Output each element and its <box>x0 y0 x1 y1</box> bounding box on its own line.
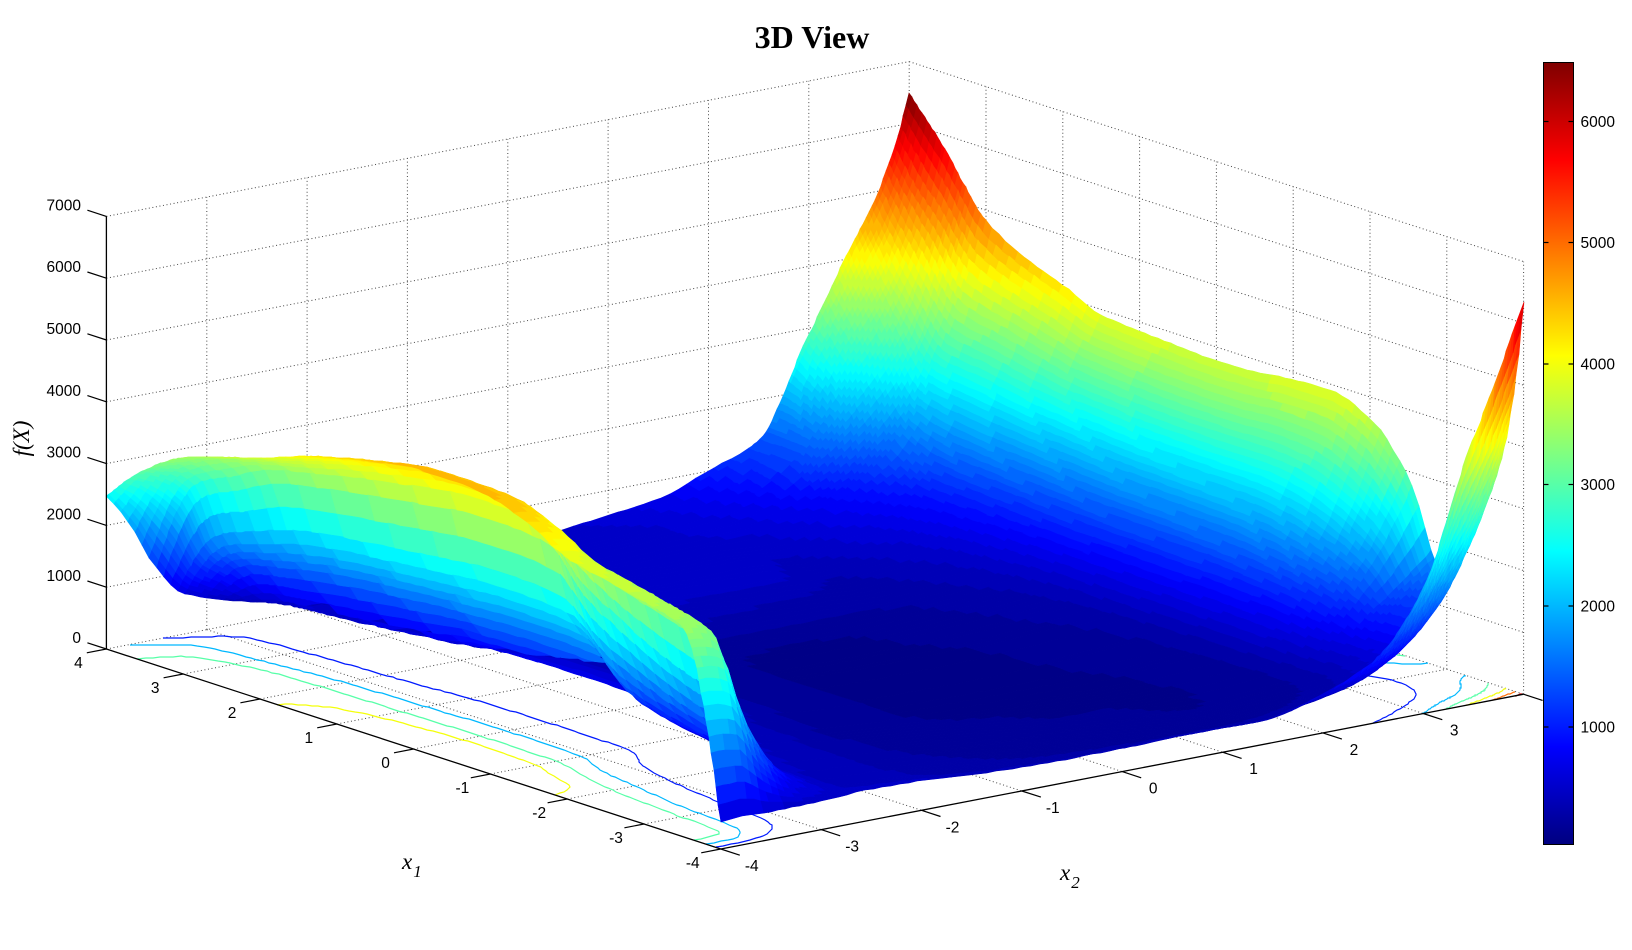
svg-text:-3: -3 <box>845 839 859 856</box>
svg-text:1000: 1000 <box>47 568 82 585</box>
svg-text:-3: -3 <box>609 830 623 847</box>
svg-text:x2: x2 <box>1059 860 1080 892</box>
svg-text:-1: -1 <box>456 780 470 797</box>
svg-text:-2: -2 <box>532 805 546 822</box>
svg-text:7000: 7000 <box>47 197 82 214</box>
svg-text:6000: 6000 <box>1581 114 1616 131</box>
svg-text:-4: -4 <box>686 855 700 872</box>
svg-text:3: 3 <box>1450 723 1459 740</box>
svg-text:3000: 3000 <box>1581 477 1616 494</box>
svg-text:0: 0 <box>72 630 81 647</box>
svg-text:2: 2 <box>228 705 237 722</box>
svg-text:x1: x1 <box>401 849 422 881</box>
svg-text:5000: 5000 <box>1581 235 1616 252</box>
svg-text:-2: -2 <box>946 819 960 836</box>
svg-text:1000: 1000 <box>1581 720 1616 737</box>
svg-text:3D View: 3D View <box>755 19 870 55</box>
svg-text:2: 2 <box>1350 742 1359 759</box>
svg-text:4000: 4000 <box>47 383 82 400</box>
svg-text:f(X): f(X) <box>9 421 34 457</box>
svg-text:1: 1 <box>304 730 313 747</box>
svg-text:3: 3 <box>151 680 160 697</box>
svg-text:-4: -4 <box>745 858 759 875</box>
svg-text:5000: 5000 <box>47 321 82 338</box>
svg-text:2000: 2000 <box>47 506 82 523</box>
svg-text:0: 0 <box>1149 781 1158 798</box>
svg-text:3000: 3000 <box>47 445 82 462</box>
svg-text:4: 4 <box>74 655 83 672</box>
svg-text:-1: -1 <box>1046 800 1060 817</box>
svg-text:2000: 2000 <box>1581 599 1616 616</box>
svg-text:6000: 6000 <box>47 259 82 276</box>
svg-text:1: 1 <box>1249 761 1258 778</box>
svg-text:0: 0 <box>381 755 390 772</box>
svg-text:4000: 4000 <box>1581 357 1616 374</box>
